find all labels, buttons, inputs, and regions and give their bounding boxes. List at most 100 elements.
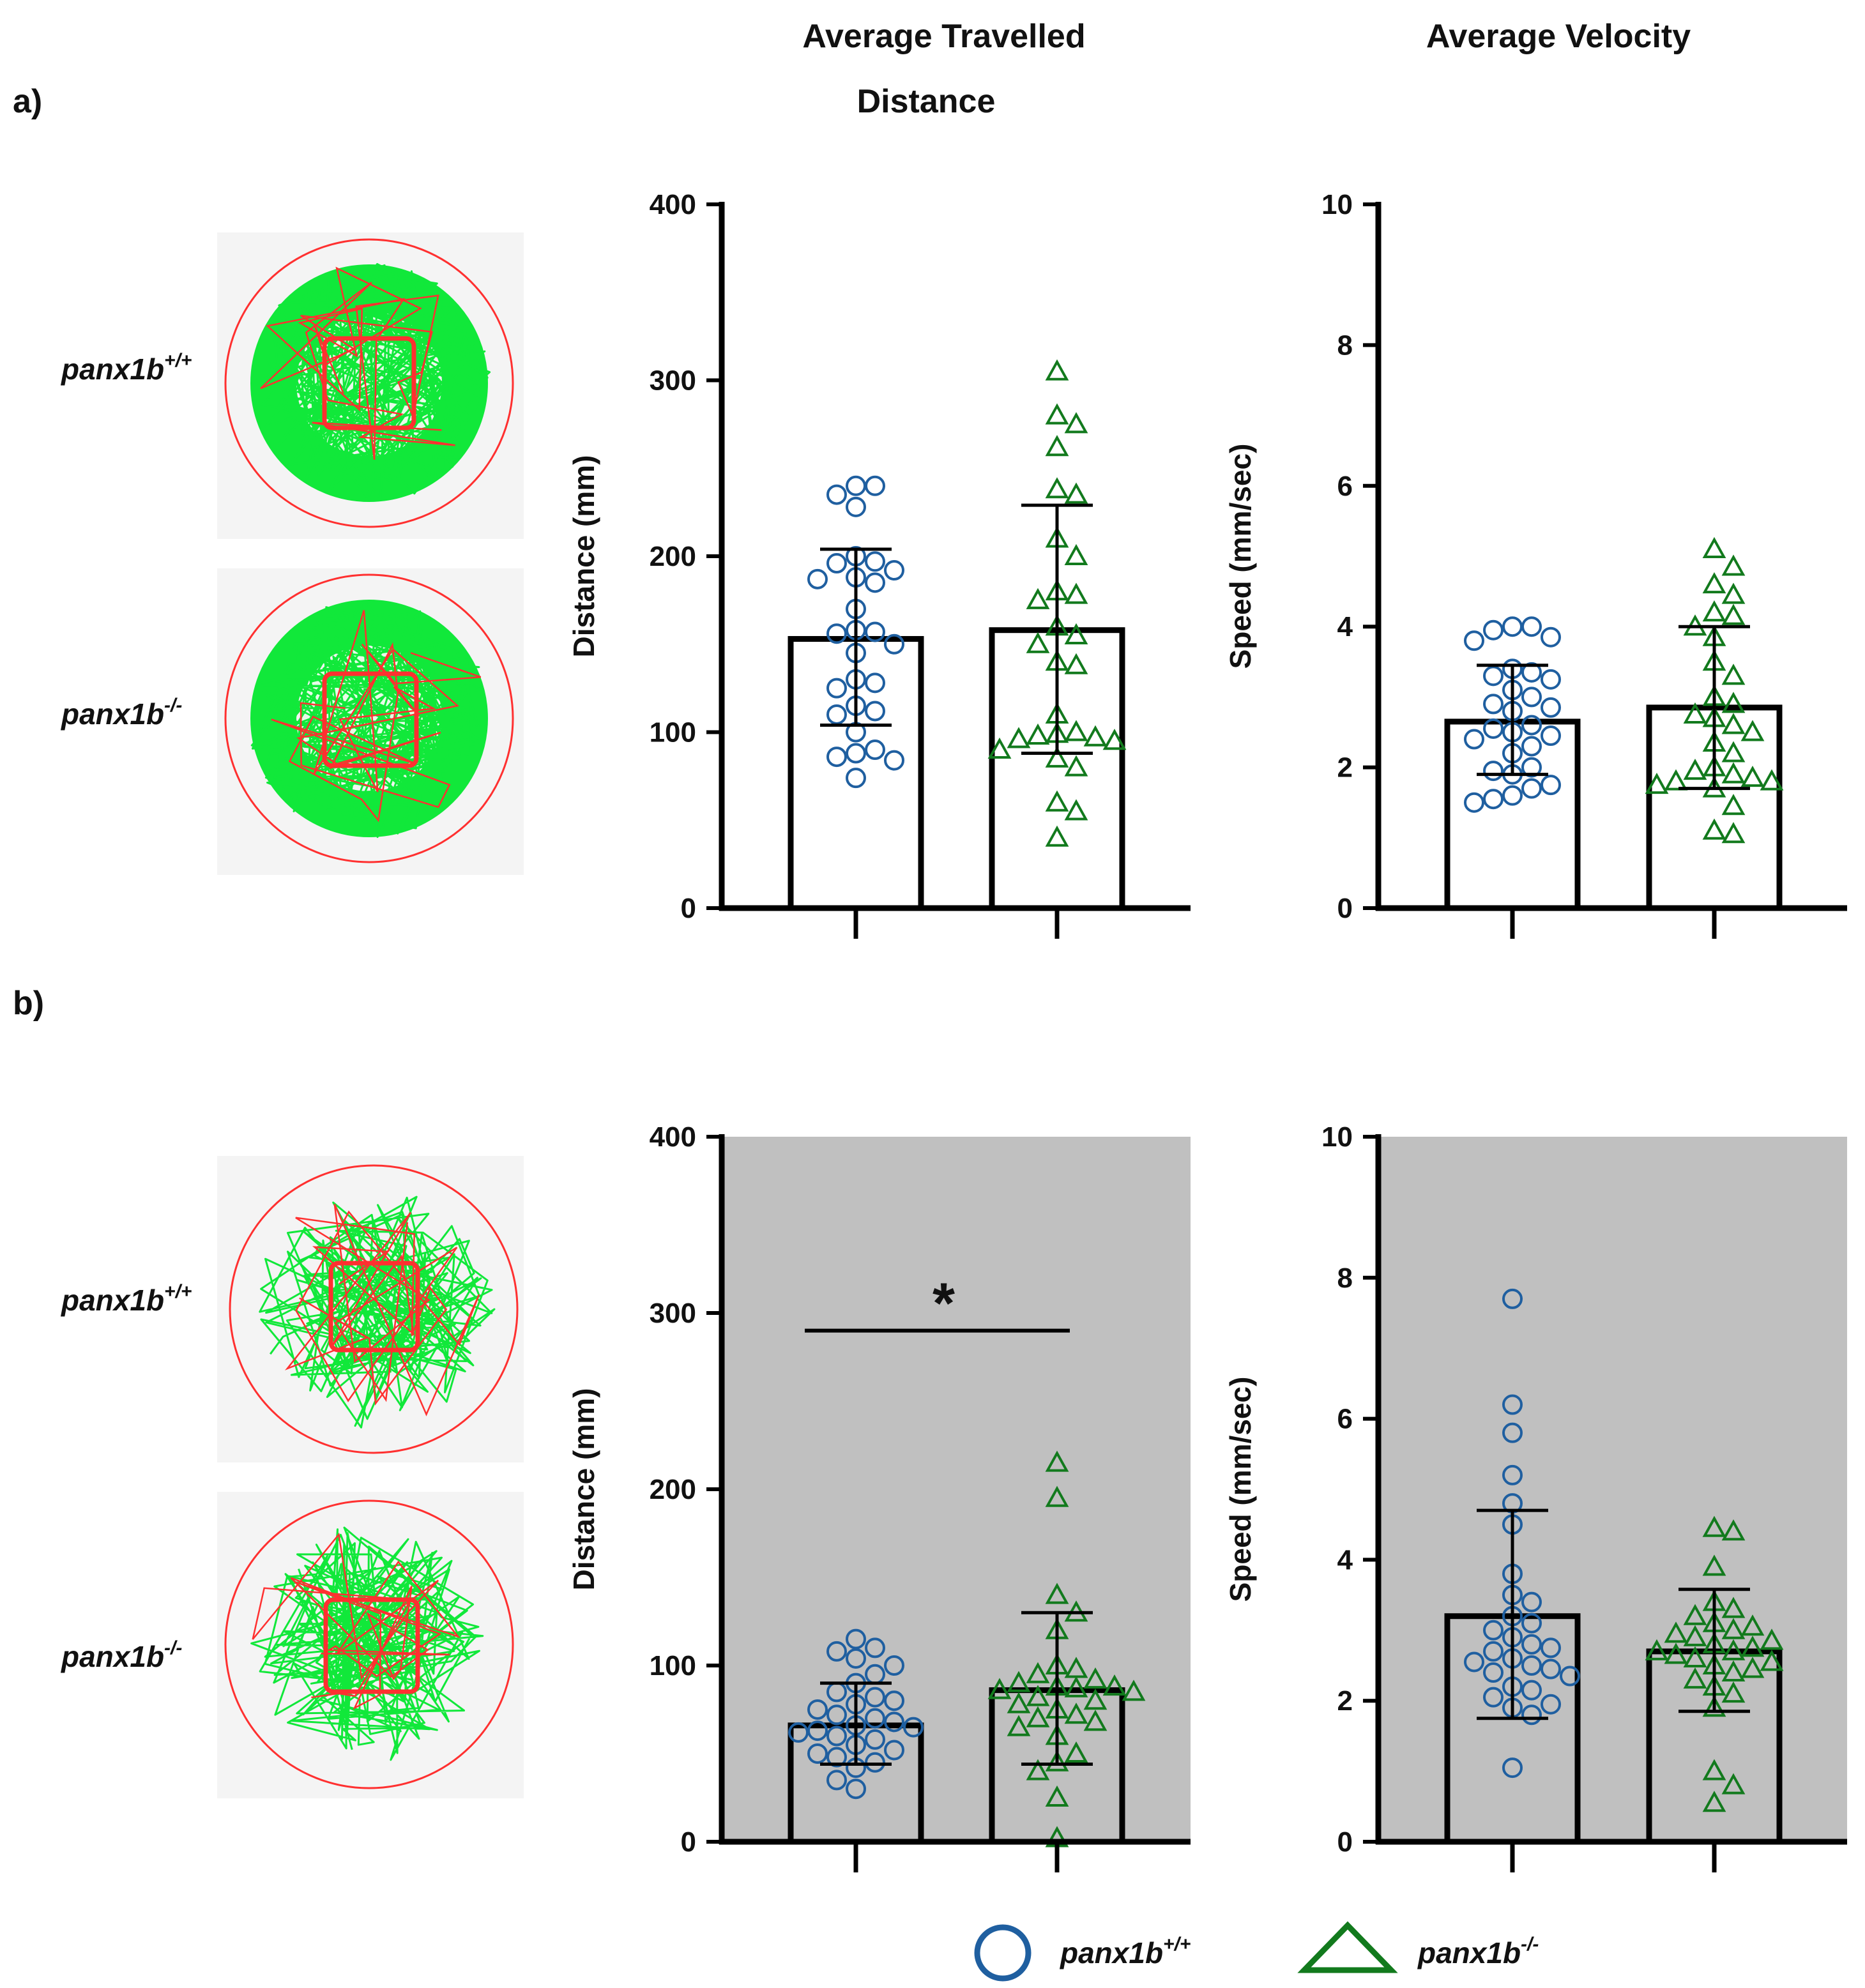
- chart-b-velocity: Speed (mm/sec) 0 2 4 6 8 10: [1224, 1121, 1847, 1872]
- data-point-ko: [1045, 746, 1069, 768]
- data-point-ko: [987, 737, 1012, 759]
- data-point-wt: [807, 1699, 828, 1720]
- data-point-ko: [1760, 1650, 1784, 1671]
- legend-wt-sup: +/+: [1163, 1934, 1191, 1955]
- legend-wt-base: panx1b: [1059, 1936, 1163, 1969]
- data-point-ko: [1045, 435, 1069, 457]
- swim-path-fast: [260, 266, 455, 460]
- y-tick-label: 200: [650, 541, 696, 572]
- data-point-wt: [1521, 1612, 1542, 1634]
- data-point-ko: [1045, 1785, 1069, 1807]
- data-point-ko: [1083, 725, 1108, 747]
- data-point-wt: [865, 1687, 885, 1708]
- y-tick-label: 4: [1337, 1544, 1353, 1575]
- data-point-wt: [865, 1637, 885, 1658]
- data-point-wt: [1541, 1658, 1561, 1680]
- data-point-ko: [1740, 1657, 1765, 1678]
- y-tick-label: 0: [681, 1826, 696, 1858]
- tracking-image: [217, 1492, 524, 1798]
- data-point-wt: [903, 1717, 924, 1738]
- genotype-label-b-wt: panx1b+/+: [60, 1281, 192, 1317]
- data-point-wt: [1502, 1757, 1523, 1779]
- data-point-wt: [846, 743, 866, 764]
- data-point-ko: [1760, 1628, 1784, 1650]
- data-point-ko: [1740, 1635, 1765, 1657]
- data-point-ko: [1064, 1703, 1088, 1724]
- data-point-wt: [826, 1726, 847, 1747]
- tracking-image: [217, 232, 524, 539]
- y-tick-label: 10: [1321, 1121, 1353, 1153]
- data-point-wt: [1483, 1641, 1503, 1662]
- data-point-ko: [1702, 572, 1726, 594]
- genotype-sup: -/-: [164, 1637, 182, 1658]
- legend-triangle-icon: [1297, 1921, 1398, 1973]
- data-point-ko: [1721, 713, 1746, 734]
- data-point-wt: [1541, 669, 1561, 690]
- data-point-ko: [1702, 1791, 1726, 1812]
- data-point-ko: [1045, 825, 1069, 847]
- data-point-ko: [1702, 1554, 1726, 1576]
- distance-column-title-line1: Average Travelled: [802, 18, 1085, 55]
- data-point-wt: [826, 1641, 847, 1662]
- data-point-ko: [1664, 769, 1688, 791]
- data-point-ko: [1702, 536, 1726, 558]
- data-point-wt: [1541, 1694, 1561, 1715]
- data-point-wt: [1560, 1666, 1580, 1687]
- distance-column-title-line2: Distance: [857, 83, 996, 120]
- data-point-ko: [1721, 603, 1746, 625]
- data-point-wt: [1541, 697, 1561, 718]
- data-point-wt: [1483, 1662, 1503, 1683]
- arena-outer-ring: [224, 573, 514, 863]
- legend-circle-icon: [974, 1924, 1031, 1982]
- genotype-sup: -/-: [164, 695, 182, 716]
- data-point-ko: [1702, 818, 1726, 840]
- data-point-ko: [1064, 1676, 1088, 1697]
- data-point-wt: [865, 572, 885, 593]
- y-tick-label: 400: [650, 189, 696, 220]
- data-point-wt: [1502, 1422, 1523, 1443]
- y-tick-label: 10: [1321, 189, 1353, 220]
- data-point-wt: [826, 704, 847, 725]
- y-tick-label: 2: [1337, 752, 1353, 784]
- data-point-wt: [826, 623, 847, 644]
- y-tick-label: 8: [1337, 1263, 1353, 1294]
- data-point-ko: [1064, 623, 1088, 644]
- data-point-ko: [1702, 1759, 1726, 1780]
- data-point-wt: [884, 634, 904, 655]
- data-point-ko: [987, 1678, 1012, 1699]
- data-point-ko: [1664, 1643, 1688, 1664]
- data-point-wt: [846, 1628, 866, 1650]
- data-point-wt: [1541, 626, 1561, 648]
- significance-marker: *: [933, 1272, 955, 1336]
- genotype-label-a-ko: panx1b-/-: [60, 695, 182, 731]
- data-point-wt: [846, 496, 866, 517]
- data-point-ko: [1683, 1604, 1707, 1625]
- data-point-ko: [1045, 1750, 1069, 1772]
- data-point-wt: [846, 475, 866, 496]
- y-axis-label: Speed (mm/sec): [1224, 444, 1257, 669]
- panel-label-a: a): [13, 83, 42, 120]
- data-point-ko: [1122, 1680, 1146, 1701]
- data-point-wt: [826, 1747, 847, 1768]
- data-point-wt: [884, 1690, 904, 1711]
- y-axis-label: Distance (mm): [567, 1388, 600, 1591]
- data-point-ko: [1026, 588, 1050, 609]
- data-point-ko: [1683, 1625, 1707, 1646]
- y-tick-label: 300: [650, 365, 696, 397]
- data-point-wt: [1521, 1655, 1542, 1676]
- data-point-wt: [884, 1740, 904, 1761]
- data-point-wt: [1483, 694, 1503, 715]
- data-point-ko: [1683, 1667, 1707, 1689]
- data-point-wt: [1521, 1591, 1542, 1612]
- data-point-wt: [826, 1704, 847, 1726]
- data-point-wt: [1483, 1620, 1503, 1641]
- swim-path: [259, 1195, 496, 1429]
- data-point-ko: [1721, 762, 1746, 784]
- center-zone: [328, 1261, 420, 1353]
- y-tick-label: 8: [1337, 330, 1353, 361]
- data-point-ko: [1064, 653, 1088, 674]
- data-point-ko: [1045, 790, 1069, 812]
- data-point-ko: [1721, 794, 1746, 816]
- data-point-wt: [826, 553, 847, 574]
